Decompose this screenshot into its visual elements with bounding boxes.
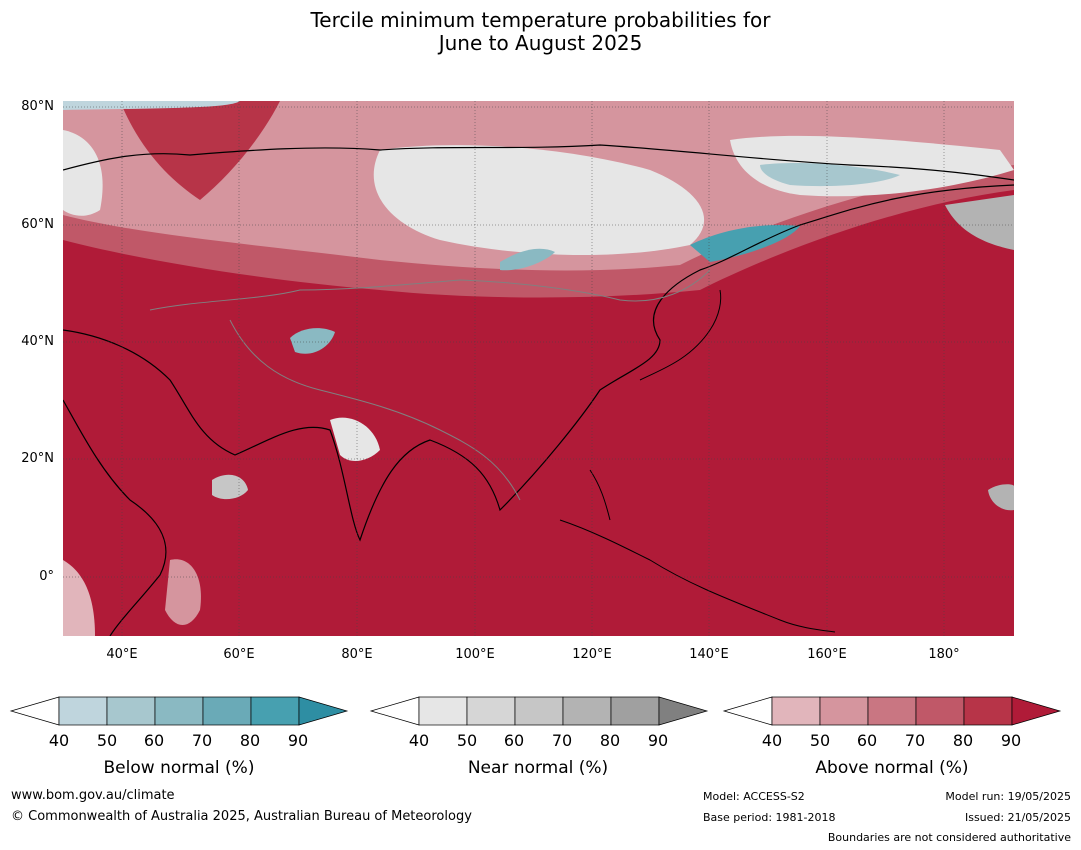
colorbar-tick: 40 xyxy=(48,731,70,750)
siberia-near-normal xyxy=(373,145,705,256)
colorbar-near-title: Near normal (%) xyxy=(467,758,609,778)
colorbar-tick: 80 xyxy=(599,731,621,750)
pacific-near-normal xyxy=(988,484,1014,511)
colorbar-tick: 80 xyxy=(952,731,974,750)
colorbar-extend-high xyxy=(298,696,349,726)
coastline-philippines xyxy=(589,469,611,521)
colorbar-extend-high xyxy=(658,696,709,726)
coastline-africa xyxy=(63,399,167,636)
colorbar-tick: 40 xyxy=(761,731,783,750)
lat-label-0: 0° xyxy=(39,569,54,584)
map-title-line-1: Tercile minimum temperature probabilitie… xyxy=(310,8,771,32)
east-africa-region xyxy=(165,559,201,625)
colorbar-extend-low xyxy=(9,696,60,726)
lat-label-40n: 40°N xyxy=(21,334,54,349)
colorbar-segment xyxy=(514,696,564,726)
colorbar-segment xyxy=(418,696,468,726)
india-near-normal xyxy=(330,417,380,462)
colorbar-segment xyxy=(58,696,108,726)
colorbar-segment xyxy=(819,696,869,726)
colorbar-extend-low xyxy=(369,696,420,726)
lat-label-20n: 20°N xyxy=(21,451,54,466)
lat-label-60n: 60°N xyxy=(21,217,54,232)
colorbar-tick: 70 xyxy=(191,731,213,750)
colorbar-tick: 80 xyxy=(239,731,261,750)
colorbar-tick: 90 xyxy=(647,731,669,750)
colorbar-segment xyxy=(610,696,660,726)
colorbar-tick: 40 xyxy=(408,731,430,750)
copyright-text: © Commonwealth of Australia 2025, Austra… xyxy=(11,809,472,824)
lon-label-120e: 120°E xyxy=(572,647,612,662)
base-period: Base period: 1981-2018 xyxy=(703,811,836,824)
colorbar-above-title: Above normal (%) xyxy=(815,758,969,778)
website-link[interactable]: www.bom.gov.au/climate xyxy=(11,788,175,803)
colorbar-near-normal xyxy=(369,696,709,726)
coastline-japan xyxy=(639,289,722,381)
model-name: Model: ACCESS-S2 xyxy=(703,790,805,803)
colorbar-tick: 90 xyxy=(1000,731,1022,750)
model-run-date: Model run: 19/05/2025 xyxy=(945,790,1071,803)
border-lines-south xyxy=(229,319,521,501)
graticule xyxy=(63,101,1014,636)
colorbar-below-title: Below normal (%) xyxy=(103,758,255,778)
scandinavia-region xyxy=(120,101,280,200)
kamchatka-near-normal xyxy=(945,195,1014,250)
map-title-line-2: June to August 2025 xyxy=(438,31,643,55)
colorbar-segment xyxy=(562,696,612,726)
colorbar-segment xyxy=(466,696,516,726)
lon-label-100e: 100°E xyxy=(455,647,495,662)
colorbar-tick: 60 xyxy=(503,731,525,750)
coastline-maritime xyxy=(559,519,836,633)
colorbar-segment xyxy=(106,696,156,726)
colorbar-segment xyxy=(963,696,1013,726)
issued-date: Issued: 21/05/2025 xyxy=(964,811,1071,824)
colorbar-tick: 90 xyxy=(287,731,309,750)
lon-label-180: 180° xyxy=(928,647,960,662)
lon-label-60e: 60°E xyxy=(223,647,255,662)
colorbar-segment xyxy=(915,696,965,726)
colorbar-segment xyxy=(867,696,917,726)
lon-label-80e: 80°E xyxy=(341,647,373,662)
arabian-sea-near-normal xyxy=(212,474,248,500)
coastline-arctic xyxy=(63,144,1014,181)
colorbar-tick: 50 xyxy=(809,731,831,750)
colorbar-tick: 70 xyxy=(904,731,926,750)
border-lines xyxy=(149,269,711,311)
boundaries-disclaimer: Boundaries are not considered authoritat… xyxy=(827,831,1071,844)
colorbar-tick: 50 xyxy=(456,731,478,750)
arctic-below-normal xyxy=(63,101,240,110)
map-panel xyxy=(63,101,1014,636)
lat-label-80n: 80°N xyxy=(21,99,54,114)
colorbar-above-normal xyxy=(722,696,1062,726)
baikal-below-normal xyxy=(500,248,555,271)
central-africa-region xyxy=(63,560,95,636)
east-siberia-below-normal xyxy=(760,163,900,187)
colorbar-segment xyxy=(154,696,204,726)
colorbar-tick: 60 xyxy=(143,731,165,750)
colorbar-extend-low xyxy=(722,696,773,726)
colorbar-extend-high xyxy=(1011,696,1062,726)
colorbar-segment xyxy=(202,696,252,726)
colorbar-tick: 70 xyxy=(551,731,573,750)
colorbar-segment xyxy=(250,696,300,726)
central-asia-below-normal xyxy=(290,328,335,354)
lon-label-160e: 160°E xyxy=(807,647,847,662)
colorbar-segment xyxy=(771,696,821,726)
colorbar-tick: 50 xyxy=(96,731,118,750)
colorbar-below-normal xyxy=(9,696,349,726)
lon-label-140e: 140°E xyxy=(689,647,729,662)
coastline-asia xyxy=(63,184,1014,542)
lon-label-40e: 40°E xyxy=(106,647,138,662)
colorbar-tick: 60 xyxy=(856,731,878,750)
okhotsk-below-normal xyxy=(690,224,800,262)
europe-near-normal xyxy=(63,130,103,216)
